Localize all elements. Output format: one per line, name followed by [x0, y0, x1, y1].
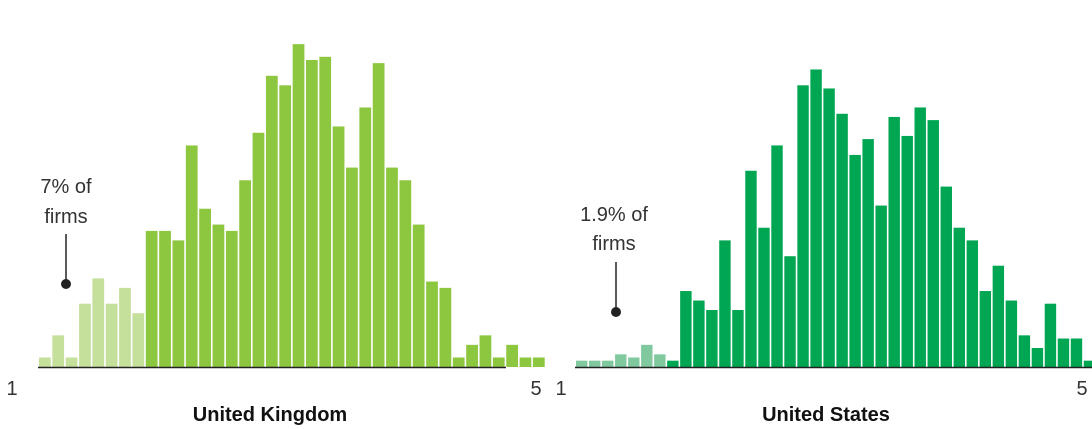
us-bar-33: [992, 265, 1005, 367]
us-bar-36: [1031, 348, 1044, 367]
uk-bar-18: [265, 75, 278, 368]
us-x-tick-5: 5: [1076, 378, 1087, 400]
us-bars: [576, 69, 1092, 368]
uk-bar-8: [132, 313, 145, 367]
uk-bar-28: [399, 180, 412, 367]
us-bar-24: [875, 205, 887, 367]
us-x-tick-1: 1: [555, 378, 566, 400]
uk-bar-38: [532, 357, 545, 367]
uk-bar-10: [159, 230, 171, 367]
uk-bar-13: [199, 208, 211, 367]
uk-bar-12: [185, 145, 198, 367]
uk-bar-9: [145, 230, 158, 367]
us-bar-10: [693, 300, 705, 367]
us-bar-30: [953, 227, 965, 367]
uk-bar-19: [279, 85, 292, 368]
us-bar-38: [1057, 338, 1070, 367]
uk-bar-32: [452, 357, 465, 367]
uk-bar-16: [239, 180, 251, 367]
us-bar-29: [940, 186, 952, 367]
us-bar-19: [810, 69, 822, 367]
uk-bar-1: [39, 357, 51, 367]
uk-title: United Kingdom: [193, 404, 347, 426]
us-bar-9: [680, 291, 692, 367]
uk-annotation-dot: [61, 279, 71, 289]
us-bar-1: [576, 360, 588, 367]
uk-bar-36: [506, 344, 518, 367]
us-bar-27: [914, 107, 926, 367]
uk-bar-35: [492, 357, 505, 367]
us-bar-32: [979, 291, 992, 367]
us-annotation-line-1: 1.9% of: [580, 204, 648, 226]
us-bar-40: [1083, 360, 1092, 367]
uk-x-tick-5: 5: [530, 378, 541, 400]
uk-annotation-line-1: 7% of: [40, 176, 92, 198]
uk-bar-2: [52, 335, 65, 367]
us-bar-18: [797, 85, 809, 368]
uk-bar-30: [426, 281, 438, 367]
us-title: United States: [762, 404, 890, 426]
us-bar-2: [589, 360, 601, 367]
us-bar-25: [888, 116, 900, 367]
us-bar-5: [628, 357, 640, 367]
uk-bar-22: [319, 56, 332, 368]
uk-bars: [39, 44, 545, 368]
uk-bar-21: [306, 59, 318, 367]
us-bar-21: [836, 113, 848, 367]
uk-bar-5: [92, 278, 105, 367]
uk-bar-3: [65, 357, 78, 367]
uk-bar-6: [105, 303, 118, 367]
uk-bar-37: [519, 357, 532, 367]
uk-bar-25: [359, 107, 372, 367]
uk-bar-34: [479, 335, 492, 367]
us-bar-14: [745, 170, 757, 367]
us-bar-4: [615, 354, 627, 367]
uk-bar-26: [372, 63, 385, 367]
us-bar-26: [901, 135, 913, 367]
uk-bar-33: [466, 344, 478, 367]
uk-bar-20: [292, 44, 305, 368]
us-bar-35: [1018, 335, 1031, 367]
us-bar-12: [719, 240, 731, 367]
us-bar-28: [927, 120, 939, 367]
us-bar-3: [602, 360, 614, 367]
us-bar-39: [1070, 338, 1083, 367]
us-bar-23: [862, 139, 874, 367]
panel-united-kingdom: 1 5 United Kingdom 7% of firms: [6, 44, 545, 426]
us-bar-37: [1044, 303, 1057, 367]
uk-bar-29: [412, 224, 425, 367]
us-bar-13: [732, 310, 744, 367]
us-bar-7: [654, 354, 666, 367]
uk-bar-27: [386, 167, 398, 367]
us-bar-11: [706, 310, 718, 367]
uk-bar-24: [346, 167, 358, 367]
uk-bar-4: [79, 303, 91, 367]
uk-bar-7: [119, 287, 131, 367]
us-annotation-dot: [611, 307, 621, 317]
uk-bar-17: [252, 132, 265, 367]
us-bar-16: [771, 145, 783, 367]
us-bar-20: [823, 88, 835, 368]
us-bar-15: [758, 227, 770, 367]
uk-bar-14: [212, 224, 225, 367]
uk-bar-31: [439, 287, 452, 367]
us-bar-6: [641, 344, 653, 367]
uk-bar-15: [225, 230, 238, 367]
uk-x-tick-1: 1: [6, 378, 17, 400]
us-bar-17: [784, 256, 796, 367]
us-annotation-line-2: firms: [592, 233, 635, 255]
uk-annotation-line-2: firms: [44, 206, 87, 228]
us-bar-31: [966, 240, 979, 367]
us-bar-8: [667, 360, 679, 367]
panel-united-states: 1 5 United States 1.9% of firms: [555, 69, 1092, 426]
uk-bar-11: [172, 240, 185, 367]
uk-bar-23: [332, 126, 345, 367]
us-bar-34: [1005, 300, 1018, 367]
us-bar-22: [849, 154, 861, 367]
